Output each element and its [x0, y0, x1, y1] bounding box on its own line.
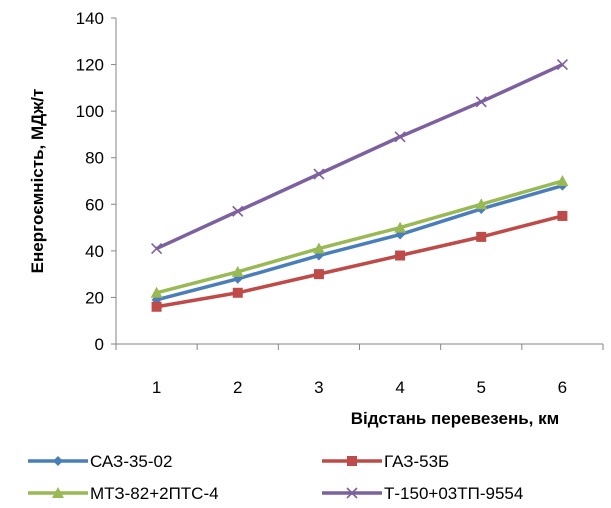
x-axis-ticks: 1 2 3 4 5 6 [115, 344, 604, 397]
series-line [156, 179, 563, 295]
data-point [151, 242, 163, 255]
x-tick-label: 6 [558, 378, 567, 397]
y-tick-label: 40 [85, 242, 104, 261]
data-point [476, 231, 487, 242]
data-point [232, 287, 243, 298]
y-tick-label: 120 [76, 56, 104, 75]
data-point [394, 131, 406, 143]
legend-item: МТЗ-82+2ПТС-4 [28, 484, 219, 503]
legend-marker [347, 456, 357, 466]
legend-marker [53, 456, 63, 466]
y-tick-label: 20 [85, 288, 104, 307]
x-tick-label: 1 [152, 378, 161, 397]
data-point [312, 242, 325, 254]
data-point [475, 96, 487, 108]
legend-label: Т-150+03ТП-9554 [384, 484, 523, 503]
data-point [394, 221, 407, 233]
legend-label: ГАЗ-53Б [384, 452, 449, 471]
series-4 [151, 59, 568, 255]
data-point [556, 59, 568, 71]
legend: САЗ-35-02 ГАЗ-53Б МТЗ-82+2ПТС-4 Т-150+03ТП-… [28, 452, 523, 503]
data-point [556, 175, 569, 186]
data-point [475, 198, 488, 210]
series-3 [150, 175, 569, 298]
x-tick-label: 5 [477, 378, 486, 397]
y-tick-label: 0 [95, 335, 104, 354]
series-2 [151, 210, 568, 312]
legend-item: ГАЗ-53Б [322, 452, 449, 471]
series-line [156, 214, 563, 309]
legend-item: САЗ-35-02 [28, 452, 172, 471]
legend-label: САЗ-35-02 [90, 452, 172, 471]
x-tick-label: 4 [395, 378, 404, 397]
legend-marker [346, 487, 358, 499]
y-axis-ticks: 0 20 40 60 80 100 120 140 [76, 9, 116, 354]
y-tick-label: 140 [76, 9, 104, 28]
x-tick-label: 3 [314, 378, 323, 397]
series-group [150, 59, 569, 312]
x-tick-label: 2 [233, 378, 242, 397]
series-line [156, 183, 563, 302]
y-tick-label: 100 [76, 102, 104, 121]
data-point [151, 301, 162, 312]
legend-label: МТЗ-82+2ПТС-4 [90, 484, 219, 503]
axes [115, 18, 603, 345]
y-axis-label: Енергоємність, МДж/т [28, 89, 47, 274]
data-point [395, 250, 406, 261]
series-line [155, 62, 564, 251]
x-axis-label: Відстань перевезень, км [351, 409, 559, 428]
data-point [557, 210, 568, 221]
data-point [313, 168, 325, 180]
y-tick-label: 80 [85, 149, 104, 168]
legend-marker [52, 487, 64, 498]
y-tick-label: 60 [85, 195, 104, 214]
data-point [313, 269, 324, 280]
legend-item: Т-150+03ТП-9554 [322, 484, 523, 503]
data-point [231, 265, 244, 277]
data-point [232, 205, 244, 217]
data-point [150, 286, 163, 298]
